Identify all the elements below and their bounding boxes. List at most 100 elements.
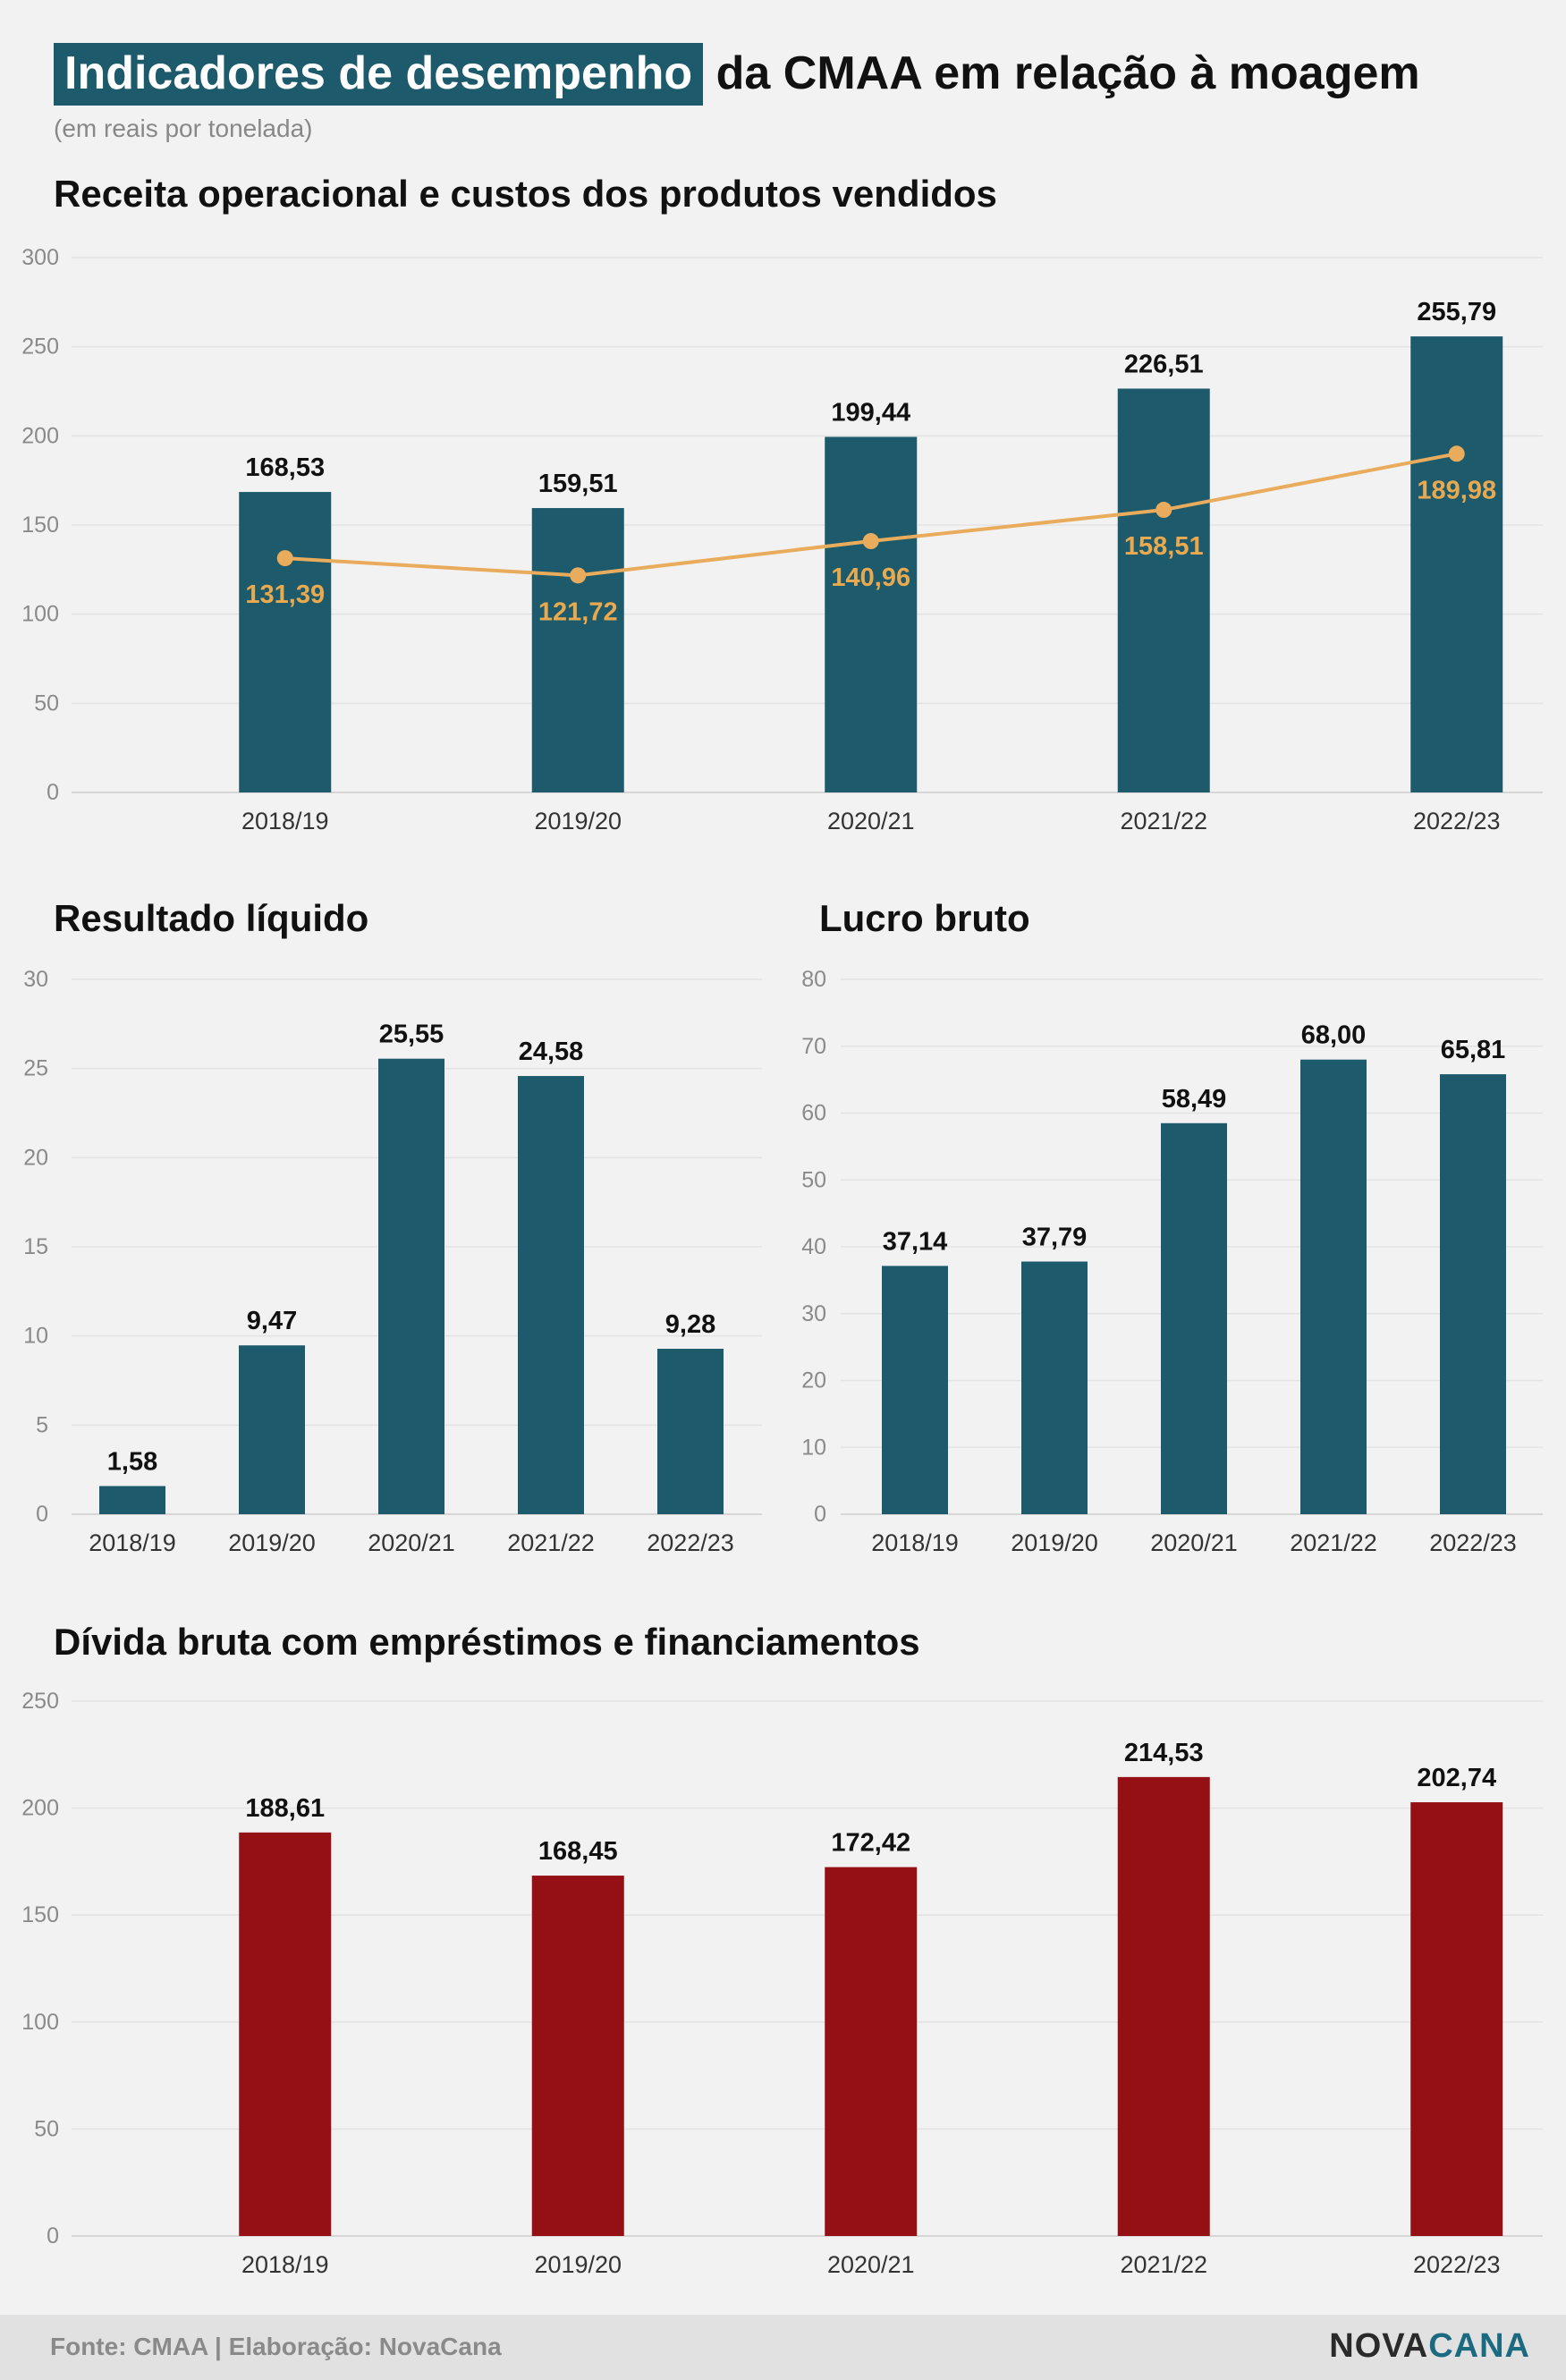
- page-title-highlight: Indicadores de desempenho: [54, 43, 704, 106]
- bar: [882, 1266, 948, 1514]
- bar: [239, 1345, 305, 1514]
- y-tick-label: 20: [23, 1145, 48, 1170]
- y-tick-label: 250: [21, 335, 59, 360]
- x-tick-label: 2020/21: [1150, 1529, 1238, 1556]
- y-tick-label: 30: [801, 1301, 826, 1326]
- footer-source: Fonte: CMAA | Elaboração: NovaCana: [50, 2333, 502, 2360]
- chart-title-divida: Dívida bruta com empréstimos e financiam…: [54, 1621, 920, 1663]
- bar: [825, 1867, 918, 2236]
- y-tick-label: 150: [21, 1902, 59, 1927]
- line-point: [1448, 445, 1465, 462]
- page-title-rest: da CMAA em relação à moagem: [715, 47, 1420, 99]
- x-tick-label: 2019/20: [228, 1529, 316, 1556]
- y-tick-label: 80: [801, 967, 826, 992]
- bar-data-label: 202,74: [1417, 1764, 1496, 1792]
- line-data-label: 121,72: [538, 597, 618, 626]
- y-tick-label: 10: [23, 1324, 48, 1349]
- bar-data-label: 199,44: [831, 398, 910, 427]
- y-tick-label: 15: [23, 1234, 48, 1259]
- line-data-label: 140,96: [831, 563, 910, 592]
- footer: Fonte: CMAA | Elaboração: NovaCana NOVAC…: [0, 2315, 1566, 2380]
- bar-data-label: 24,58: [519, 1038, 584, 1066]
- x-tick-label: 2018/19: [241, 2251, 329, 2278]
- y-tick-label: 0: [47, 2223, 59, 2249]
- line-data-label: 131,39: [245, 580, 325, 609]
- bar: [1440, 1074, 1506, 1514]
- y-tick-label: 70: [801, 1034, 826, 1059]
- y-tick-label: 5: [36, 1412, 48, 1437]
- page-title: Indicadores de desempenho da CMAA em rel…: [54, 43, 1420, 106]
- y-tick-label: 150: [21, 512, 59, 538]
- x-tick-label: 2020/21: [368, 1529, 455, 1556]
- y-tick-label: 0: [814, 1502, 826, 1527]
- y-tick-label: 0: [47, 780, 59, 805]
- y-tick-label: 100: [21, 2010, 59, 2035]
- bar: [99, 1486, 165, 1514]
- bar-data-label: 168,53: [245, 453, 325, 482]
- y-tick-label: 30: [23, 967, 48, 992]
- x-tick-label: 2022/23: [1413, 2251, 1501, 2278]
- y-tick-label: 10: [801, 1435, 826, 1460]
- bar-data-label: 25,55: [379, 1021, 444, 1049]
- x-tick-label: 2020/21: [827, 2251, 915, 2278]
- bar: [657, 1349, 724, 1514]
- y-tick-label: 20: [801, 1368, 826, 1393]
- bar-data-label: 9,47: [247, 1307, 297, 1335]
- bar-data-label: 68,00: [1301, 1021, 1367, 1050]
- bar-data-label: 188,61: [245, 1794, 325, 1823]
- x-tick-label: 2022/23: [1413, 808, 1501, 834]
- y-tick-label: 40: [801, 1234, 826, 1259]
- bar-data-label: 1,58: [107, 1448, 157, 1477]
- bar-data-label: 9,28: [665, 1310, 715, 1339]
- x-tick-label: 2021/22: [507, 1529, 595, 1556]
- chart-lucro: 0 10 20 30 40 50 60 70 80 37,14 37,79 58,49 68,00 65,…: [801, 967, 1543, 1556]
- charts-canvas: 050100150200250300168,53159,51199,44226,…: [21, 245, 1543, 2278]
- x-tick-label: 2018/19: [241, 808, 329, 834]
- y-tick-label: 100: [21, 602, 59, 627]
- x-tick-label: 2018/19: [89, 1529, 176, 1556]
- x-tick-label: 2022/23: [647, 1529, 734, 1556]
- bar-data-label: 37,79: [1022, 1224, 1088, 1252]
- bar: [1117, 388, 1210, 792]
- y-tick-label: 50: [34, 2116, 59, 2141]
- line-point: [570, 567, 587, 584]
- chart-title-resultado: Resultado líquido: [54, 897, 369, 939]
- y-tick-label: 60: [801, 1101, 826, 1126]
- bar: [531, 1876, 624, 2236]
- bar-data-label: 255,79: [1417, 298, 1496, 326]
- chart-resultado: 0 5 10 15 20 25 30 1,58 9,47 25,55 24,58 9,28 2018/1…: [23, 967, 762, 1556]
- bar-data-label: 65,81: [1441, 1036, 1506, 1064]
- x-tick-label: 2022/23: [1429, 1529, 1517, 1556]
- bar: [1300, 1059, 1367, 1514]
- chart-title-receita: Receita operacional e custos dos produto…: [54, 173, 997, 215]
- bar-data-label: 37,14: [883, 1227, 948, 1256]
- bar-data-label: 159,51: [538, 470, 618, 498]
- y-tick-label: 200: [21, 1796, 59, 1821]
- y-tick-label: 300: [21, 245, 59, 270]
- x-tick-label: 2018/19: [871, 1529, 959, 1556]
- x-tick-label: 2020/21: [827, 808, 915, 834]
- line-point: [1155, 502, 1172, 519]
- x-tick-label: 2021/22: [1120, 2251, 1207, 2278]
- x-tick-label: 2019/20: [1011, 1529, 1098, 1556]
- chart-title-lucro: Lucro bruto: [819, 897, 1030, 939]
- bar: [239, 492, 332, 792]
- novacana-logo: NOVACANA: [1329, 2327, 1530, 2365]
- x-tick-label: 2021/22: [1290, 1529, 1377, 1556]
- bar: [1161, 1122, 1227, 1514]
- bar-data-label: 168,45: [538, 1837, 618, 1866]
- chart-divida: 0 50 100 150 200 250 188,61 168,45 172,42 214,53 2…: [21, 1689, 1543, 2278]
- bar: [1410, 336, 1503, 792]
- x-tick-label: 2021/22: [1120, 808, 1207, 834]
- line-data-label: 158,51: [1124, 532, 1204, 561]
- y-tick-label: 250: [21, 1689, 59, 1714]
- bar-data-label: 226,51: [1124, 350, 1204, 378]
- x-tick-label: 2019/20: [534, 2251, 622, 2278]
- bar-data-label: 172,42: [831, 1829, 910, 1858]
- bar: [1117, 1776, 1210, 2236]
- chart-receita: 0 50 100 150 200 250 300 168,53 159,51 199,44 226,…: [21, 245, 1543, 834]
- bar-data-label: 214,53: [1124, 1739, 1204, 1767]
- line-point: [276, 550, 293, 567]
- y-tick-label: 25: [23, 1056, 48, 1081]
- y-tick-label: 50: [801, 1167, 826, 1192]
